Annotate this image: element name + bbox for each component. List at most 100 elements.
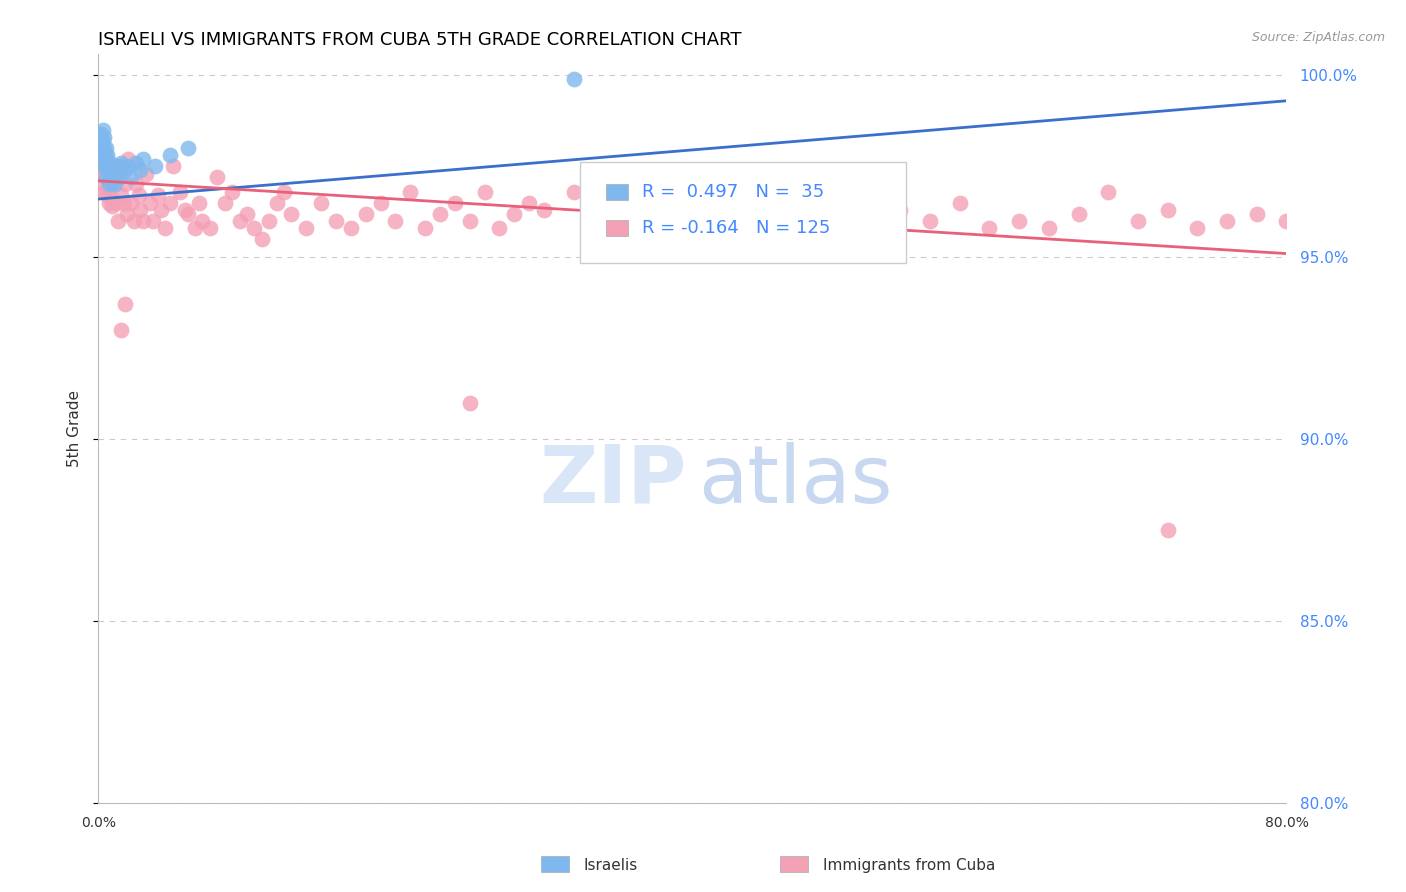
Point xyxy=(207,170,229,185)
Point xyxy=(114,178,136,192)
Point xyxy=(503,206,526,220)
Point xyxy=(117,159,139,173)
Point xyxy=(741,214,763,228)
Point xyxy=(101,199,124,213)
Point xyxy=(104,159,127,173)
Point xyxy=(90,152,112,166)
Point xyxy=(159,148,181,162)
Point xyxy=(96,188,118,202)
Point xyxy=(90,148,112,162)
Point xyxy=(124,155,146,169)
Point xyxy=(1097,185,1119,199)
Point xyxy=(280,206,302,220)
Point xyxy=(91,159,114,173)
Text: R = -0.164   N = 125: R = -0.164 N = 125 xyxy=(643,219,831,237)
Point xyxy=(129,202,152,217)
Point xyxy=(91,145,114,159)
Point xyxy=(354,206,377,220)
Point xyxy=(132,214,155,228)
Point xyxy=(107,159,129,173)
Text: Israelis: Israelis xyxy=(583,858,638,872)
Point xyxy=(399,185,422,199)
Point xyxy=(198,221,221,235)
Point xyxy=(1275,214,1298,228)
Bar xyxy=(606,184,628,201)
Point xyxy=(93,141,115,155)
Point xyxy=(143,159,166,173)
Text: Immigrants from Cuba: Immigrants from Cuba xyxy=(823,858,995,872)
Point xyxy=(1187,221,1209,235)
Point xyxy=(1038,221,1060,235)
Point xyxy=(162,159,184,173)
Point xyxy=(91,134,114,148)
Point xyxy=(115,206,138,220)
Point xyxy=(90,127,112,141)
Point xyxy=(93,185,115,199)
Point xyxy=(110,188,132,202)
Point xyxy=(295,221,318,235)
Point xyxy=(135,167,157,181)
Point xyxy=(413,221,436,235)
Text: ZIP: ZIP xyxy=(540,442,686,520)
Point xyxy=(562,72,585,87)
Point xyxy=(103,162,125,177)
Text: R =  0.497   N =  35: R = 0.497 N = 35 xyxy=(643,183,824,201)
Point xyxy=(89,137,111,152)
Point xyxy=(1246,206,1268,220)
Point xyxy=(98,188,121,202)
Point xyxy=(98,174,121,188)
Point xyxy=(859,214,882,228)
Point xyxy=(139,195,162,210)
Point xyxy=(592,214,614,228)
FancyBboxPatch shape xyxy=(579,162,907,263)
Point xyxy=(458,214,481,228)
Text: atlas: atlas xyxy=(699,442,893,520)
Point xyxy=(429,206,451,220)
Point xyxy=(800,221,823,235)
Point xyxy=(94,141,117,155)
Point xyxy=(93,159,115,173)
Point xyxy=(370,195,392,210)
Point xyxy=(273,185,295,199)
Point xyxy=(101,174,124,188)
Point xyxy=(108,170,131,185)
Point xyxy=(107,214,129,228)
Point xyxy=(112,195,135,210)
Point xyxy=(142,214,165,228)
Point xyxy=(98,155,121,169)
Point xyxy=(120,170,142,185)
Point xyxy=(920,214,942,228)
Point xyxy=(517,195,540,210)
Point xyxy=(93,130,115,145)
Point xyxy=(243,221,266,235)
Point xyxy=(128,188,150,202)
Point xyxy=(184,221,207,235)
Point xyxy=(117,152,139,166)
Point xyxy=(111,162,134,177)
Point xyxy=(105,167,128,181)
Point xyxy=(104,178,127,192)
Point xyxy=(1156,523,1178,537)
Point xyxy=(97,178,120,192)
Point xyxy=(103,178,125,192)
Point xyxy=(97,195,120,210)
Point xyxy=(889,202,911,217)
Point xyxy=(169,185,191,199)
Point xyxy=(155,221,177,235)
Point xyxy=(340,221,363,235)
Point xyxy=(188,195,211,210)
Point xyxy=(1156,202,1178,217)
Point xyxy=(176,141,198,155)
Point xyxy=(108,170,131,185)
Point xyxy=(458,395,481,409)
Point xyxy=(132,152,155,166)
Point xyxy=(1216,214,1239,228)
Point xyxy=(228,214,250,228)
Point xyxy=(96,170,118,185)
Point xyxy=(562,185,585,199)
Point xyxy=(110,155,132,169)
Point xyxy=(309,195,332,210)
Point xyxy=(711,202,734,217)
Point xyxy=(159,195,181,210)
Point xyxy=(474,185,496,199)
